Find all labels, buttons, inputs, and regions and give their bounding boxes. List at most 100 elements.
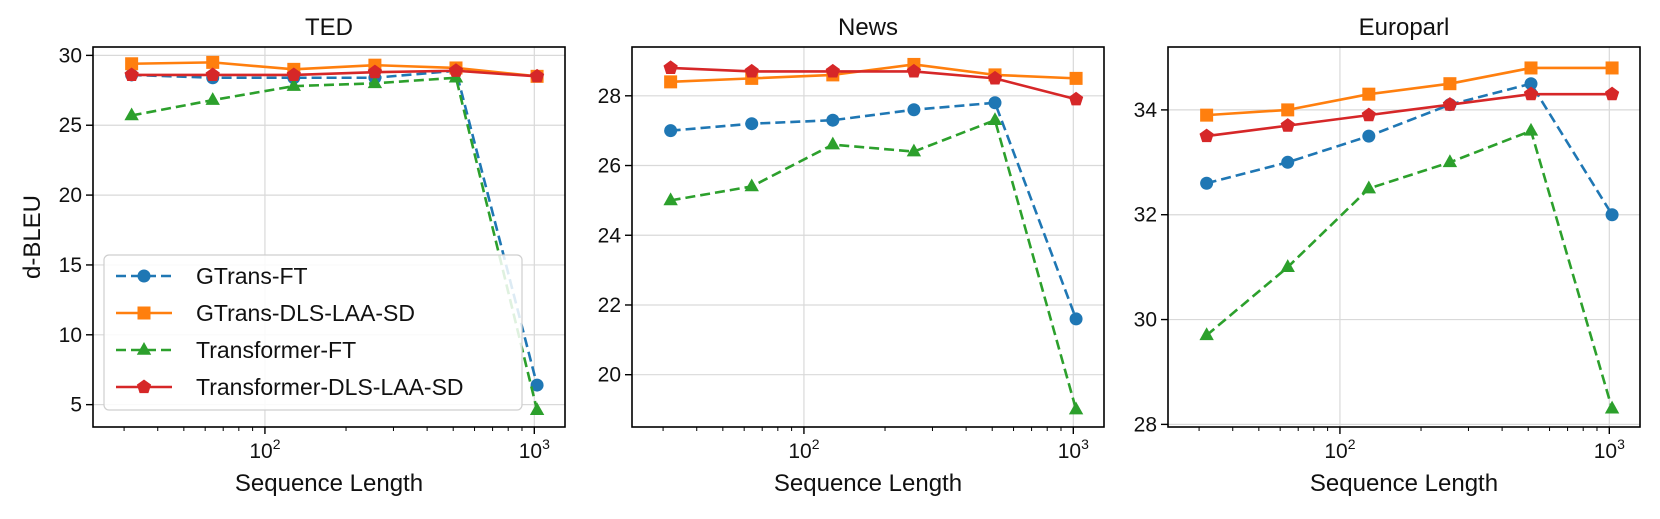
data-point <box>1524 77 1538 91</box>
y-tick-label: 28 <box>598 85 621 108</box>
legend-label: Transformer-DLS-LAA-SD <box>196 374 464 400</box>
data-point <box>1605 208 1619 222</box>
data-point <box>1604 400 1620 414</box>
data-point <box>826 113 840 127</box>
data-point <box>367 75 383 89</box>
y-tick-label: 32 <box>1134 204 1157 227</box>
plot-frame <box>631 46 1105 428</box>
data-point <box>124 107 139 121</box>
data-point <box>664 75 678 89</box>
x-axis-label: Sequence Length <box>235 470 423 497</box>
series-line <box>131 61 538 78</box>
y-tick-label: 20 <box>59 184 82 207</box>
legend-item-transformer-dls-laa-sd: Transformer-DLS-LAA-SD <box>116 374 464 400</box>
series-transformer-dls-laa-sd <box>1199 86 1620 143</box>
data-point <box>1442 97 1458 111</box>
data-point <box>1361 180 1377 194</box>
y-tick-label: 20 <box>598 364 621 387</box>
data-point <box>286 78 302 91</box>
x-tick-label: 103 <box>519 436 550 463</box>
data-point <box>825 136 841 150</box>
series-transformer-ft <box>124 69 545 416</box>
x-tick-label: 102 <box>249 436 280 463</box>
series-gtrans-ft <box>664 96 1083 326</box>
legend: GTrans-FT GTrans-DLS-LAA-SD Transformer-FT… <box>103 254 523 411</box>
series-transformer-ft <box>663 112 1084 415</box>
data-point <box>529 402 545 416</box>
data-point <box>988 96 1002 110</box>
data-point <box>906 143 922 157</box>
x-axis-label: Sequence Length <box>1310 470 1498 497</box>
grid <box>632 47 1104 427</box>
series-gtrans-dls-laa-sd <box>1200 61 1619 122</box>
series-line <box>670 101 1078 320</box>
data-point <box>825 63 840 78</box>
data-point <box>1281 155 1295 169</box>
y-tick-label: 30 <box>1134 309 1157 332</box>
data-point <box>744 63 759 78</box>
y-tick-label: 25 <box>59 114 82 137</box>
series-line <box>131 69 538 78</box>
series-line <box>670 63 1077 84</box>
series-transformer-ft <box>1199 122 1620 414</box>
legend-label: GTrans-FT <box>196 263 308 289</box>
y-tick-label: 24 <box>598 224 622 247</box>
data-point <box>206 55 220 69</box>
series-line <box>670 118 1078 410</box>
series-line <box>1206 92 1613 138</box>
data-point <box>744 178 759 192</box>
data-point <box>1362 129 1376 143</box>
y-axis-label: d-BLEU <box>19 195 46 279</box>
data-point <box>1524 61 1538 75</box>
y-tick-label: 10 <box>59 324 82 347</box>
legend-frame <box>103 254 523 411</box>
data-point <box>663 60 678 74</box>
series-line <box>131 76 539 411</box>
data-point <box>205 92 220 105</box>
panel-ted: 102 103 5 10 15 20 25 30 TED Sequence Length d-BLE… <box>19 14 566 497</box>
series-transformer-dls-laa-sd <box>663 60 1084 106</box>
data-point <box>745 117 759 131</box>
series-transformer-dls-laa-sd <box>124 63 545 83</box>
legend-label: Transformer-FT <box>196 337 356 363</box>
y-tick-label: 26 <box>598 155 621 178</box>
data-point <box>124 67 139 82</box>
data-point <box>1200 108 1214 122</box>
series-line <box>1206 66 1613 117</box>
legend-marker <box>136 342 152 355</box>
data-point <box>1361 107 1376 122</box>
data-point <box>530 378 544 392</box>
y-tick-label: 15 <box>59 254 82 277</box>
chart-title: TED <box>305 14 353 41</box>
chart-title: News <box>838 14 898 41</box>
x-axis-label: Sequence Length <box>774 470 962 497</box>
panel-news: 102 103 20 22 24 26 28 News Sequence Length <box>598 14 1105 497</box>
data-point <box>1280 259 1295 272</box>
data-point <box>1605 61 1619 75</box>
legend-label: GTrans-DLS-LAA-SD <box>196 300 415 326</box>
x-tick-label: 102 <box>788 436 819 463</box>
data-point <box>1069 312 1083 326</box>
data-point <box>1200 176 1214 190</box>
data-point <box>205 67 220 82</box>
data-point <box>1069 71 1083 85</box>
series-line <box>131 69 539 386</box>
data-point <box>1362 87 1376 101</box>
data-point <box>286 67 301 82</box>
data-point <box>1523 86 1539 101</box>
grid <box>1168 47 1640 427</box>
series-line <box>1205 129 1614 410</box>
data-point <box>1523 122 1539 136</box>
data-point <box>663 192 678 206</box>
data-point <box>367 64 383 79</box>
data-point <box>1281 103 1295 117</box>
x-tick-label: 103 <box>1594 436 1625 463</box>
data-point <box>1443 77 1457 91</box>
data-point <box>1442 154 1458 168</box>
y-tick-label: 5 <box>70 394 82 417</box>
data-point <box>906 63 922 78</box>
data-point <box>1604 86 1620 101</box>
data-point <box>987 70 1003 85</box>
y-tick-label: 30 <box>59 44 82 67</box>
